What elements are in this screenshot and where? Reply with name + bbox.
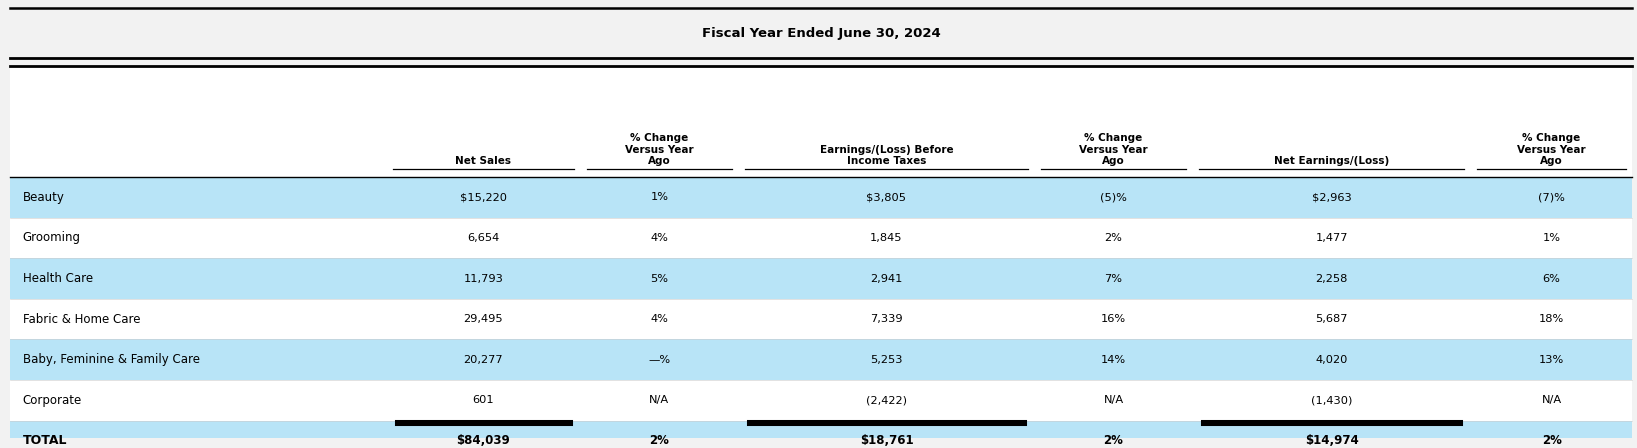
Bar: [10, 218, 1632, 258]
Text: Corporate: Corporate: [23, 394, 82, 407]
Text: $18,761: $18,761: [859, 434, 913, 447]
Text: 6,654: 6,654: [467, 233, 499, 243]
Text: Earnings/(Loss) Before
Income Taxes: Earnings/(Loss) Before Income Taxes: [820, 145, 953, 166]
Text: N/A: N/A: [1103, 395, 1123, 405]
Text: 4,020: 4,020: [1316, 355, 1347, 365]
Text: Fiscal Year Ended June 30, 2024: Fiscal Year Ended June 30, 2024: [702, 26, 940, 39]
Bar: [10, 421, 1632, 448]
Text: 5%: 5%: [650, 274, 668, 284]
Text: —%: —%: [648, 355, 671, 365]
Text: 14%: 14%: [1102, 355, 1126, 365]
Bar: [10, 380, 1632, 421]
Text: 2%: 2%: [1103, 434, 1123, 447]
Text: $14,974: $14,974: [1305, 434, 1359, 447]
Text: (7)%: (7)%: [1539, 193, 1565, 202]
Text: N/A: N/A: [1542, 395, 1562, 405]
Text: Health Care: Health Care: [23, 272, 93, 285]
Text: 5,687: 5,687: [1316, 314, 1347, 324]
Text: 2,258: 2,258: [1316, 274, 1347, 284]
Text: 7,339: 7,339: [871, 314, 902, 324]
Text: 29,495: 29,495: [463, 314, 503, 324]
Text: 4%: 4%: [650, 314, 668, 324]
Text: $2,963: $2,963: [1311, 193, 1352, 202]
Text: 601: 601: [473, 395, 494, 405]
Text: (5)%: (5)%: [1100, 193, 1126, 202]
Bar: [10, 258, 1632, 299]
Text: 4%: 4%: [650, 233, 668, 243]
Text: 1%: 1%: [650, 193, 668, 202]
Text: Fabric & Home Care: Fabric & Home Care: [23, 313, 141, 326]
Text: TOTAL: TOTAL: [23, 434, 67, 447]
Text: % Change
Versus Year
Ago: % Change Versus Year Ago: [1517, 133, 1586, 166]
Text: Grooming: Grooming: [23, 232, 80, 245]
Text: % Change
Versus Year
Ago: % Change Versus Year Ago: [625, 133, 694, 166]
Text: 13%: 13%: [1539, 355, 1565, 365]
Text: 1%: 1%: [1542, 233, 1560, 243]
Bar: [10, 340, 1632, 380]
Bar: [10, 299, 1632, 340]
Text: (1,430): (1,430): [1311, 395, 1352, 405]
Text: Net Earnings/(Loss): Net Earnings/(Loss): [1274, 156, 1390, 166]
Text: 5,253: 5,253: [871, 355, 902, 365]
Text: 11,793: 11,793: [463, 274, 504, 284]
Text: (2,422): (2,422): [866, 395, 907, 405]
Text: 18%: 18%: [1539, 314, 1565, 324]
Text: Net Sales: Net Sales: [455, 156, 511, 166]
Text: 2,941: 2,941: [871, 274, 902, 284]
Text: 1,845: 1,845: [871, 233, 902, 243]
Text: 2%: 2%: [1105, 233, 1123, 243]
Text: $84,039: $84,039: [457, 434, 511, 447]
Text: 16%: 16%: [1102, 314, 1126, 324]
Bar: [10, 177, 1632, 218]
Text: N/A: N/A: [650, 395, 670, 405]
Text: 2%: 2%: [650, 434, 670, 447]
Text: 2%: 2%: [1542, 434, 1562, 447]
Text: Baby, Feminine & Family Care: Baby, Feminine & Family Care: [23, 353, 200, 366]
Text: 20,277: 20,277: [463, 355, 503, 365]
Text: 1,477: 1,477: [1316, 233, 1347, 243]
Text: $3,805: $3,805: [866, 193, 907, 202]
Text: $15,220: $15,220: [460, 193, 507, 202]
Text: Beauty: Beauty: [23, 191, 64, 204]
Text: % Change
Versus Year
Ago: % Change Versus Year Ago: [1079, 133, 1148, 166]
Text: 7%: 7%: [1105, 274, 1123, 284]
Text: 6%: 6%: [1542, 274, 1560, 284]
Bar: [10, 66, 1632, 177]
